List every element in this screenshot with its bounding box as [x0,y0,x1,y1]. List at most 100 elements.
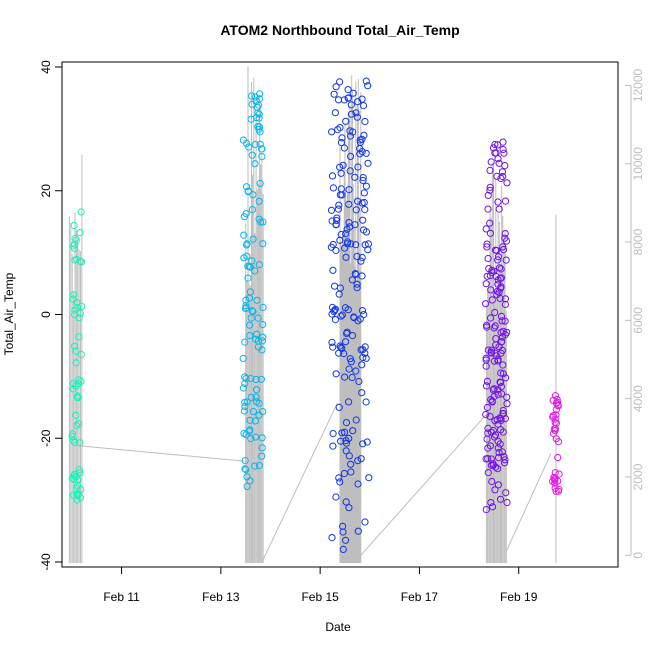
data-point [74,392,82,400]
data-point [486,186,494,194]
data-point [72,255,81,263]
data-point [497,174,505,182]
data-point [241,457,249,465]
data-point [486,412,494,420]
data-point [256,179,264,187]
data-point [339,545,347,554]
data-point [248,92,256,100]
data-point [246,321,254,329]
data-point [251,160,259,168]
data-point [486,229,494,237]
data-point [359,176,367,185]
data-point [342,439,351,447]
data-point [490,385,498,393]
x-axis-label: Date [325,620,351,634]
data-point [484,205,492,213]
y2-tick-label: 8000 [631,228,645,255]
data-point [342,437,350,445]
altitude-series [68,66,557,564]
data-point [258,337,266,345]
data-point [484,455,492,463]
data-point [258,434,266,442]
data-point [253,330,261,338]
data-point [247,435,255,443]
data-point [253,386,261,394]
data-point [353,284,361,292]
data-point [489,386,497,394]
data-point [328,534,336,542]
data-point [345,452,353,460]
data-point [503,498,511,507]
data-point [554,401,562,409]
data-point [243,473,251,481]
data-point [360,131,368,139]
data-point [255,197,263,205]
data-point [489,460,497,468]
data-point [72,411,80,419]
data-point [329,343,337,351]
data-point [503,400,511,408]
data-point [550,475,559,483]
data-point [493,291,501,299]
data-point [489,144,498,152]
data-point [245,427,254,435]
data-point [357,257,365,265]
data-point [342,536,350,544]
data-point [349,427,357,435]
data-point [551,392,560,400]
data-point [502,489,510,497]
data-point [74,303,82,312]
axes: Feb 11 Feb 13 Feb 15 Feb 17 Feb 19 -40 -20 0 20 4… [39,60,645,604]
data-point [72,236,80,244]
data-point [338,191,346,199]
x-tick-label: Feb 19 [500,590,538,604]
data-point [344,94,352,102]
data-point [362,398,370,406]
data-point [494,465,502,473]
data-point [331,316,339,324]
data-point [251,140,259,149]
data-point [483,272,491,280]
data-point [345,186,353,194]
data-point [339,161,347,169]
data-point [329,266,337,274]
data-point [484,444,492,452]
data-point [70,245,79,253]
data-point [342,338,350,346]
data-point [484,429,492,437]
data-point [501,317,509,325]
data-point [340,469,348,478]
data-point [498,168,507,176]
data-point [342,498,350,506]
data-point [75,420,83,428]
data-point [354,527,362,535]
data-point [354,163,362,171]
data-point [486,183,494,191]
data-point [488,503,497,511]
data-point [245,262,253,271]
altitude-connector-line [360,413,487,556]
data-point [494,481,502,489]
data-point [244,274,252,282]
altitude-connector-line [261,402,338,564]
data-point [259,333,267,341]
data-point [494,256,502,264]
data-point [254,337,262,345]
data-point [487,461,495,469]
data-point [259,240,267,248]
data-point [76,309,84,317]
data-point [342,447,350,455]
altitude-connector-line [505,453,552,552]
x-tick-label: Feb 15 [301,590,339,604]
data-point [71,240,79,248]
data-point [345,398,353,406]
data-point [486,314,495,322]
data-point [255,123,264,131]
data-point [346,167,354,175]
data-point [258,346,266,354]
data-point [331,305,339,313]
data-point [241,305,250,313]
data-point [495,288,503,296]
data-point [358,148,366,156]
y2-tick-label: 10000 [631,147,645,181]
